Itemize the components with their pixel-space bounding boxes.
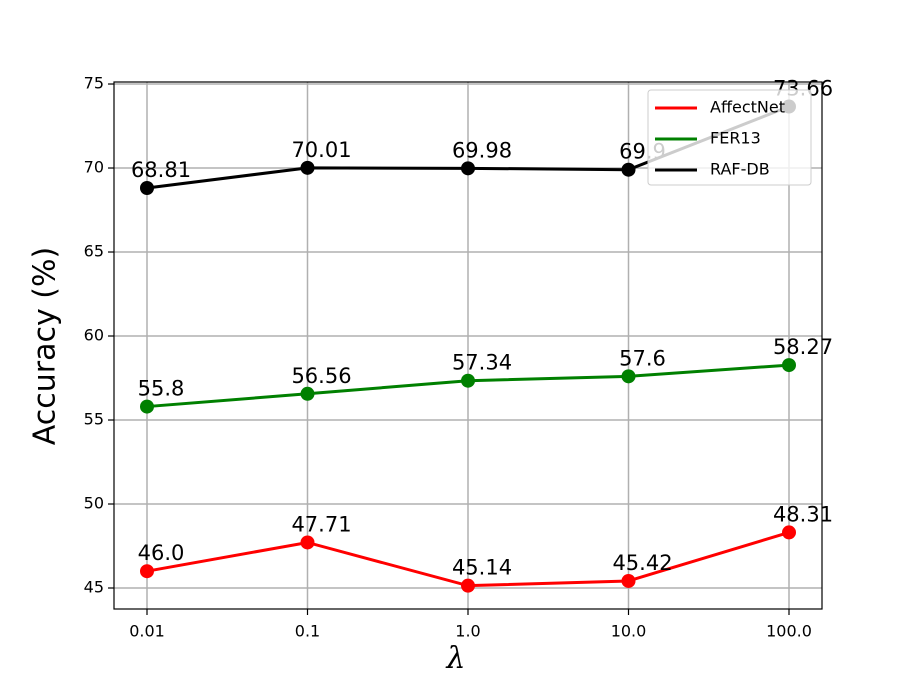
y-tick-label: 60: [84, 326, 104, 345]
y-tick-label: 55: [84, 410, 104, 429]
data-point: [140, 399, 154, 414]
y-tick-label: 65: [84, 242, 104, 261]
plot-frame: [113, 81, 823, 610]
data-point: [300, 535, 315, 550]
data-label: 48.31: [773, 502, 833, 526]
data-label: 45.14: [452, 556, 512, 580]
data-point: [461, 373, 475, 388]
legend-label: RAF-DB: [710, 160, 770, 179]
data-label: 55.8: [138, 377, 185, 401]
y-axis-label: Accuracy (%): [28, 247, 63, 445]
x-tick-label: 0.01: [129, 622, 165, 641]
data-label: 69.98: [452, 138, 512, 162]
data-point: [300, 160, 315, 175]
y-tick-label: 45: [84, 578, 104, 597]
y-tick-label: 70: [84, 158, 104, 177]
data-point: [621, 162, 636, 177]
data-label: 56.56: [291, 364, 351, 388]
data-point: [461, 161, 475, 176]
x-tick-label: 10.0: [611, 622, 647, 641]
y-tick-label: 50: [84, 494, 104, 513]
x-axis-label: λ: [445, 641, 465, 676]
data-point: [621, 369, 636, 384]
y-tick-label: 75: [84, 74, 104, 93]
data-label: 68.81: [131, 158, 191, 182]
data-label: 47.71: [291, 512, 351, 536]
legend-label: FER13: [710, 129, 761, 148]
legend-label: AffectNet: [710, 98, 785, 117]
data-point: [461, 578, 475, 593]
data-point: [140, 564, 154, 579]
data-point: [782, 358, 796, 373]
data-point: [621, 573, 636, 588]
data-label: 70.01: [291, 138, 351, 162]
x-tick-label: 0.1: [295, 622, 320, 641]
data-label: 57.6: [619, 346, 666, 370]
data-label: 57.34: [452, 351, 512, 375]
x-tick-label: 1.0: [455, 622, 480, 641]
data-label: 46.0: [138, 541, 185, 565]
legend-box: [647, 89, 812, 186]
data-point: [782, 525, 796, 540]
data-label: 45.42: [612, 551, 672, 575]
data-point: [300, 386, 315, 401]
data-point: [140, 181, 154, 196]
x-tick-label: 100.0: [766, 622, 812, 641]
data-label: 58.27: [773, 335, 833, 359]
